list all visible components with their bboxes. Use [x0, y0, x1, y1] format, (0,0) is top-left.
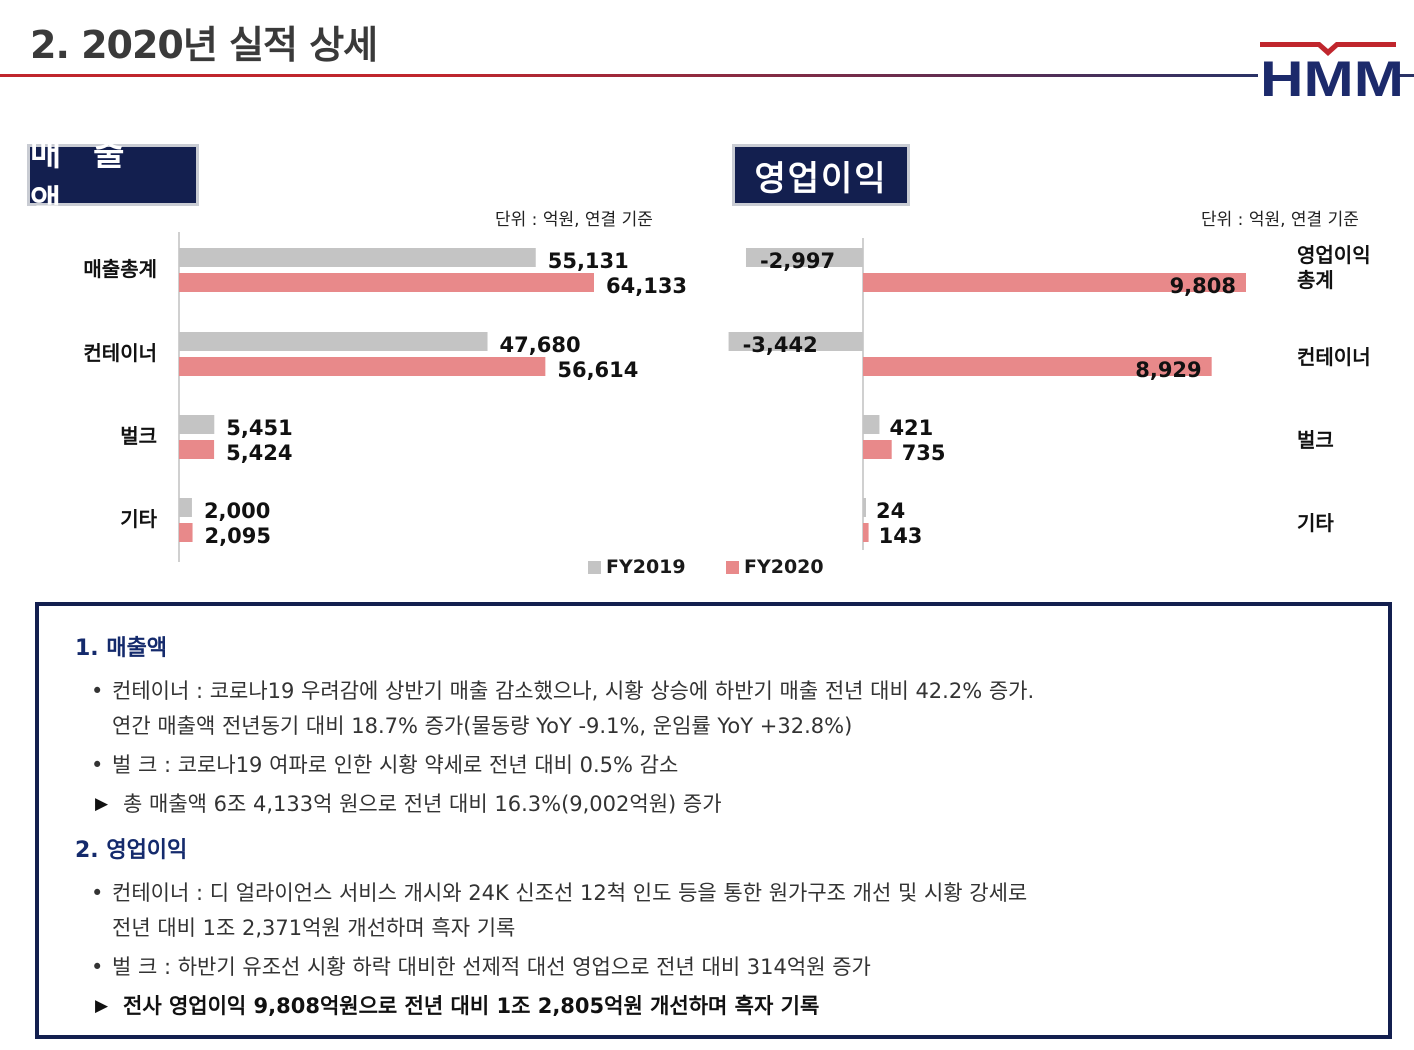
- operating-bar-fy2019: [863, 498, 866, 517]
- bullet-dot: •: [91, 679, 104, 703]
- legend-item-fy2019: FY2019: [588, 556, 686, 578]
- revenue-bar-fy2019: [179, 415, 215, 434]
- summary-operating-bullet: • 컨테이너 : 디 얼라이언스 서비스 개시와 24K 신조선 12척 인도 …: [75, 876, 1352, 946]
- legend-label-fy2020: FY2020: [744, 556, 824, 578]
- revenue-category-label: 벌크: [120, 424, 157, 448]
- bullet-dot: •: [91, 753, 104, 777]
- operating-bar-fy2019: [745, 248, 863, 267]
- operating-category-label: 벌크: [1297, 428, 1334, 452]
- summary-text-line: 연간 매출액 전년동기 대비 18.7% 증가(물동량 YoY -9.1%, 운…: [112, 714, 853, 738]
- legend-swatch-fy2020: [726, 560, 739, 574]
- operating-bar-fy2020: [863, 440, 892, 459]
- operating-value-label: 421: [889, 416, 933, 440]
- operating-section-label: 영업이익: [732, 144, 910, 206]
- operating-category-label: 영업이익: [1297, 243, 1371, 267]
- legend-item-fy2020: FY2020: [726, 556, 824, 578]
- revenue-unit-note: 단위 : 억원, 연결 기준: [495, 210, 653, 230]
- legend-swatch-fy2019: [588, 560, 601, 574]
- revenue-category-label: 매출총계: [83, 257, 157, 281]
- logo-red-bar-left: [1260, 42, 1306, 47]
- operating-value-label: 9,808: [1170, 274, 1236, 298]
- operating-value-label: 143: [879, 524, 923, 548]
- summary-conclusion-text: 전사 영업이익 9,808억원으로 전년 대비 1조 2,805억원 개선하며 …: [123, 994, 820, 1018]
- title-rule: [0, 74, 1258, 77]
- operating-bar-fy2020: [863, 273, 1246, 292]
- bullet-dot: •: [91, 881, 104, 905]
- revenue-category-label: 기타: [120, 507, 157, 531]
- revenue-bar-fy2019: [179, 248, 536, 267]
- revenue-value-label: 2,000: [204, 499, 270, 523]
- summary-text-line: 벌 크 : 하반기 유조선 시황 하락 대비한 선제적 대선 영업으로 전년 대…: [112, 955, 871, 979]
- revenue-bar-fy2019: [179, 332, 488, 351]
- revenue-category-label: 컨테이너: [83, 341, 157, 365]
- revenue-bar-fy2020: [179, 273, 594, 292]
- logo-red-chevron: [1306, 42, 1350, 56]
- operating-category-label: 총계: [1297, 268, 1334, 292]
- logo-red-bar-right: [1350, 42, 1396, 47]
- operating-bar-fy2020: [863, 523, 869, 542]
- operating-value-label: -2,997: [760, 249, 835, 273]
- operating-unit-note: 단위 : 억원, 연결 기준: [1201, 210, 1359, 230]
- summary-box: 1. 매출액 • 컨테이너 : 코로나19 우려감에 상반기 매출 감소했으나,…: [35, 602, 1392, 1039]
- revenue-value-label: 5,424: [226, 441, 292, 465]
- revenue-value-label: 64,133: [606, 274, 687, 298]
- legend-label-fy2019: FY2019: [606, 556, 686, 578]
- revenue-value-label: 56,614: [557, 358, 638, 382]
- revenue-value-label: 5,451: [226, 416, 292, 440]
- bullet-dot: •: [91, 955, 104, 979]
- operating-section-label-text: 영업이익: [735, 147, 907, 203]
- summary-conclusion-text: 총 매출액 6조 4,133억 원으로 전년 대비 16.3%(9,002억원)…: [123, 792, 722, 816]
- summary-operating-heading: 2. 영업이익: [75, 838, 188, 863]
- page-title: 2. 2020년 실적 상세: [30, 23, 378, 67]
- operating-bar-fy2019: [728, 332, 863, 351]
- revenue-bar-fy2020: [179, 440, 215, 459]
- summary-revenue-conclusion: ▶ 총 매출액 6조 4,133억 원으로 전년 대비 16.3%(9,002억…: [75, 787, 1352, 822]
- summary-operating-conclusion: ▶ 전사 영업이익 9,808억원으로 전년 대비 1조 2,805억원 개선하…: [75, 989, 1352, 1024]
- summary-text-line: 컨테이너 : 코로나19 우려감에 상반기 매출 감소했으나, 시황 상승에 하…: [112, 679, 1035, 703]
- operating-value-label: 735: [902, 441, 946, 465]
- triangle-right-icon: ▶: [95, 996, 109, 1016]
- triangle-right-icon: ▶: [95, 794, 109, 814]
- operating-value-label: 24: [876, 499, 905, 523]
- revenue-value-label: 55,131: [548, 249, 629, 273]
- revenue-value-label: 47,680: [500, 333, 581, 357]
- hmm-logo: HMM: [1260, 42, 1404, 100]
- operating-value-label: 8,929: [1135, 358, 1201, 382]
- summary-text-line: 벌 크 : 코로나19 여파로 인한 시황 약세로 전년 대비 0.5% 감소: [112, 753, 679, 777]
- revenue-bar-fy2019: [179, 498, 192, 517]
- summary-text-line: 컨테이너 : 디 얼라이언스 서비스 개시와 24K 신조선 12척 인도 등을…: [112, 881, 1028, 905]
- operating-value-label: -3,442: [743, 333, 818, 357]
- summary-text-line: 전년 대비 1조 2,371억원 개선하며 흑자 기록: [112, 916, 516, 940]
- operating-bar-fy2020: [863, 357, 1212, 376]
- logo-text: HMM: [1260, 51, 1404, 100]
- summary-revenue-heading: 1. 매출액: [75, 636, 168, 661]
- summary-revenue-bullet: • 컨테이너 : 코로나19 우려감에 상반기 매출 감소했으나, 시황 상승에…: [75, 674, 1352, 744]
- summary-revenue-bullet: • 벌 크 : 코로나19 여파로 인한 시황 약세로 전년 대비 0.5% 감…: [75, 748, 1352, 783]
- operating-category-label: 기타: [1297, 511, 1334, 535]
- revenue-bar-fy2020: [179, 523, 193, 542]
- revenue-value-label: 2,095: [205, 524, 271, 548]
- summary-operating-bullet: • 벌 크 : 하반기 유조선 시황 하락 대비한 선제적 대선 영업으로 전년…: [75, 950, 1352, 985]
- operating-bar-fy2019: [863, 415, 880, 434]
- title-rule-end: [1396, 74, 1414, 77]
- operating-category-label: 컨테이너: [1297, 345, 1371, 369]
- revenue-bar-fy2020: [179, 357, 546, 376]
